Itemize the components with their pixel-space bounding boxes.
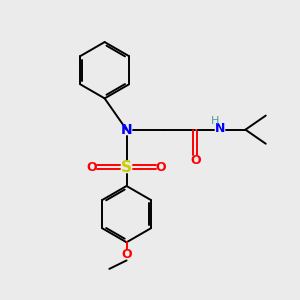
Text: O: O bbox=[121, 248, 132, 261]
Text: O: O bbox=[190, 154, 201, 166]
Text: S: S bbox=[121, 160, 132, 175]
Text: N: N bbox=[215, 122, 226, 135]
Text: O: O bbox=[156, 161, 166, 174]
Text: N: N bbox=[121, 123, 132, 137]
Text: H: H bbox=[211, 116, 219, 126]
Text: O: O bbox=[87, 161, 98, 174]
